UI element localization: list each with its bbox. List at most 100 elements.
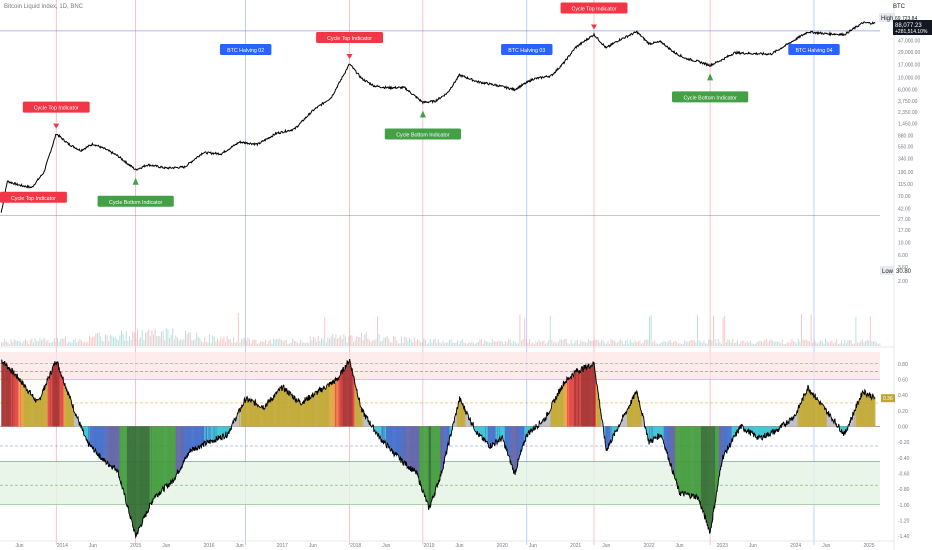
osc-bar (296, 402, 298, 427)
osc-bar (39, 398, 41, 427)
osc-bar (560, 390, 562, 427)
osc-bar (243, 403, 245, 427)
annotation-box[interactable] (0, 191, 67, 203)
osc-bar (434, 426, 436, 494)
last-price-box (893, 20, 932, 35)
osc-bar (874, 397, 876, 427)
osc-bar (854, 411, 856, 427)
volume-bar (623, 344, 625, 346)
osc-bar (374, 426, 376, 430)
osc-bar (10, 372, 12, 427)
osc-bar (211, 426, 213, 441)
osc-bar (540, 424, 542, 427)
osc-bar (192, 426, 194, 448)
osc-bar (187, 426, 189, 454)
volume-bar (797, 338, 799, 346)
osc-bar (859, 400, 860, 427)
osc-bar (312, 392, 314, 427)
osc-bar (212, 426, 214, 440)
osc-bar (163, 426, 164, 487)
osc-bar (302, 402, 304, 427)
osc-bar (165, 426, 167, 485)
osc-bar (744, 426, 746, 430)
osc-bar (409, 426, 410, 470)
osc-bar (223, 426, 225, 435)
osc-bar (449, 426, 451, 438)
osc-bar (642, 412, 644, 427)
volume-bar (437, 339, 439, 346)
osc-line[interactable] (1, 359, 876, 539)
osc-bar (462, 405, 464, 427)
annotation-box[interactable] (97, 195, 174, 207)
osc-bar (520, 426, 522, 451)
volume-bar (461, 339, 463, 346)
osc-bar (55, 364, 57, 427)
osc-bar (669, 426, 671, 465)
osc-bar (143, 426, 145, 519)
price-line[interactable] (0, 21, 876, 213)
osc-bar (610, 426, 611, 443)
volume-bar (706, 343, 708, 346)
volume-bar (770, 339, 772, 346)
osc-bar (605, 426, 607, 448)
osc-bar (598, 394, 600, 427)
time-tick-label: 2020 (497, 543, 508, 549)
osc-bar (516, 426, 517, 472)
osc-bar (306, 396, 308, 427)
osc-bar (456, 415, 457, 427)
osc-bar (125, 426, 126, 496)
osc-bar (330, 381, 332, 427)
osc-bar (12, 374, 14, 427)
annotation-box[interactable] (219, 44, 272, 55)
osc-bar (685, 426, 687, 492)
osc-bar (501, 426, 503, 437)
osc-bar (358, 399, 360, 427)
last-change: +281,514.10% (895, 29, 928, 35)
annotation-box[interactable] (316, 31, 384, 43)
osc-bar (221, 426, 222, 440)
osc-bar (768, 426, 769, 434)
osc-bar (612, 426, 613, 442)
annotation-box[interactable] (384, 128, 461, 140)
osc-bar (627, 408, 629, 427)
annotation-box[interactable] (22, 101, 90, 113)
volume-bar (585, 342, 586, 346)
osc-bar (722, 426, 724, 455)
osc-bar (11, 368, 13, 427)
annotation-box[interactable] (560, 2, 628, 14)
osc-bar (674, 426, 676, 475)
osc-bar (760, 426, 762, 437)
volume-bar (271, 343, 273, 346)
osc-bar (109, 426, 110, 467)
volume-bar (517, 343, 519, 346)
volume-bar (841, 340, 842, 346)
time-axis[interactable]: Jun 2014 Jun 2015 Jun 2016 Jun 2017 Jun 2018 Jun 20… (0, 346, 894, 549)
osc-bar (135, 426, 136, 534)
annotation-box[interactable] (501, 44, 553, 55)
osc-bar (549, 411, 551, 427)
volume-bar (621, 341, 623, 346)
oscillator-axis[interactable]: 0.800.600.400.200.00-0.20-0.40-0.60-0.80… (881, 362, 910, 540)
osc-bar (249, 400, 251, 427)
volume-bar (754, 343, 756, 346)
osc-bar (557, 393, 559, 427)
volume-bar (205, 342, 207, 346)
osc-bar (616, 426, 618, 431)
annotation-box[interactable] (788, 44, 840, 55)
price-axis[interactable]: 77,000.0047,000.0029,000.0017,000.0010,0… (893, 0, 920, 550)
volume-bar (15, 340, 17, 346)
osc-bar (128, 426, 130, 513)
volume-bar (25, 339, 26, 346)
osc-bar (562, 388, 564, 427)
volume-bar (639, 340, 641, 346)
osc-bar (190, 426, 191, 449)
osc-bar (474, 426, 476, 432)
volume-bar (666, 342, 668, 346)
annotation-box[interactable] (672, 91, 749, 103)
osc-bar (653, 426, 655, 437)
volume-bar (116, 339, 118, 346)
osc-bar (408, 426, 410, 467)
osc-bar (573, 375, 575, 427)
osc-bar (607, 426, 609, 449)
